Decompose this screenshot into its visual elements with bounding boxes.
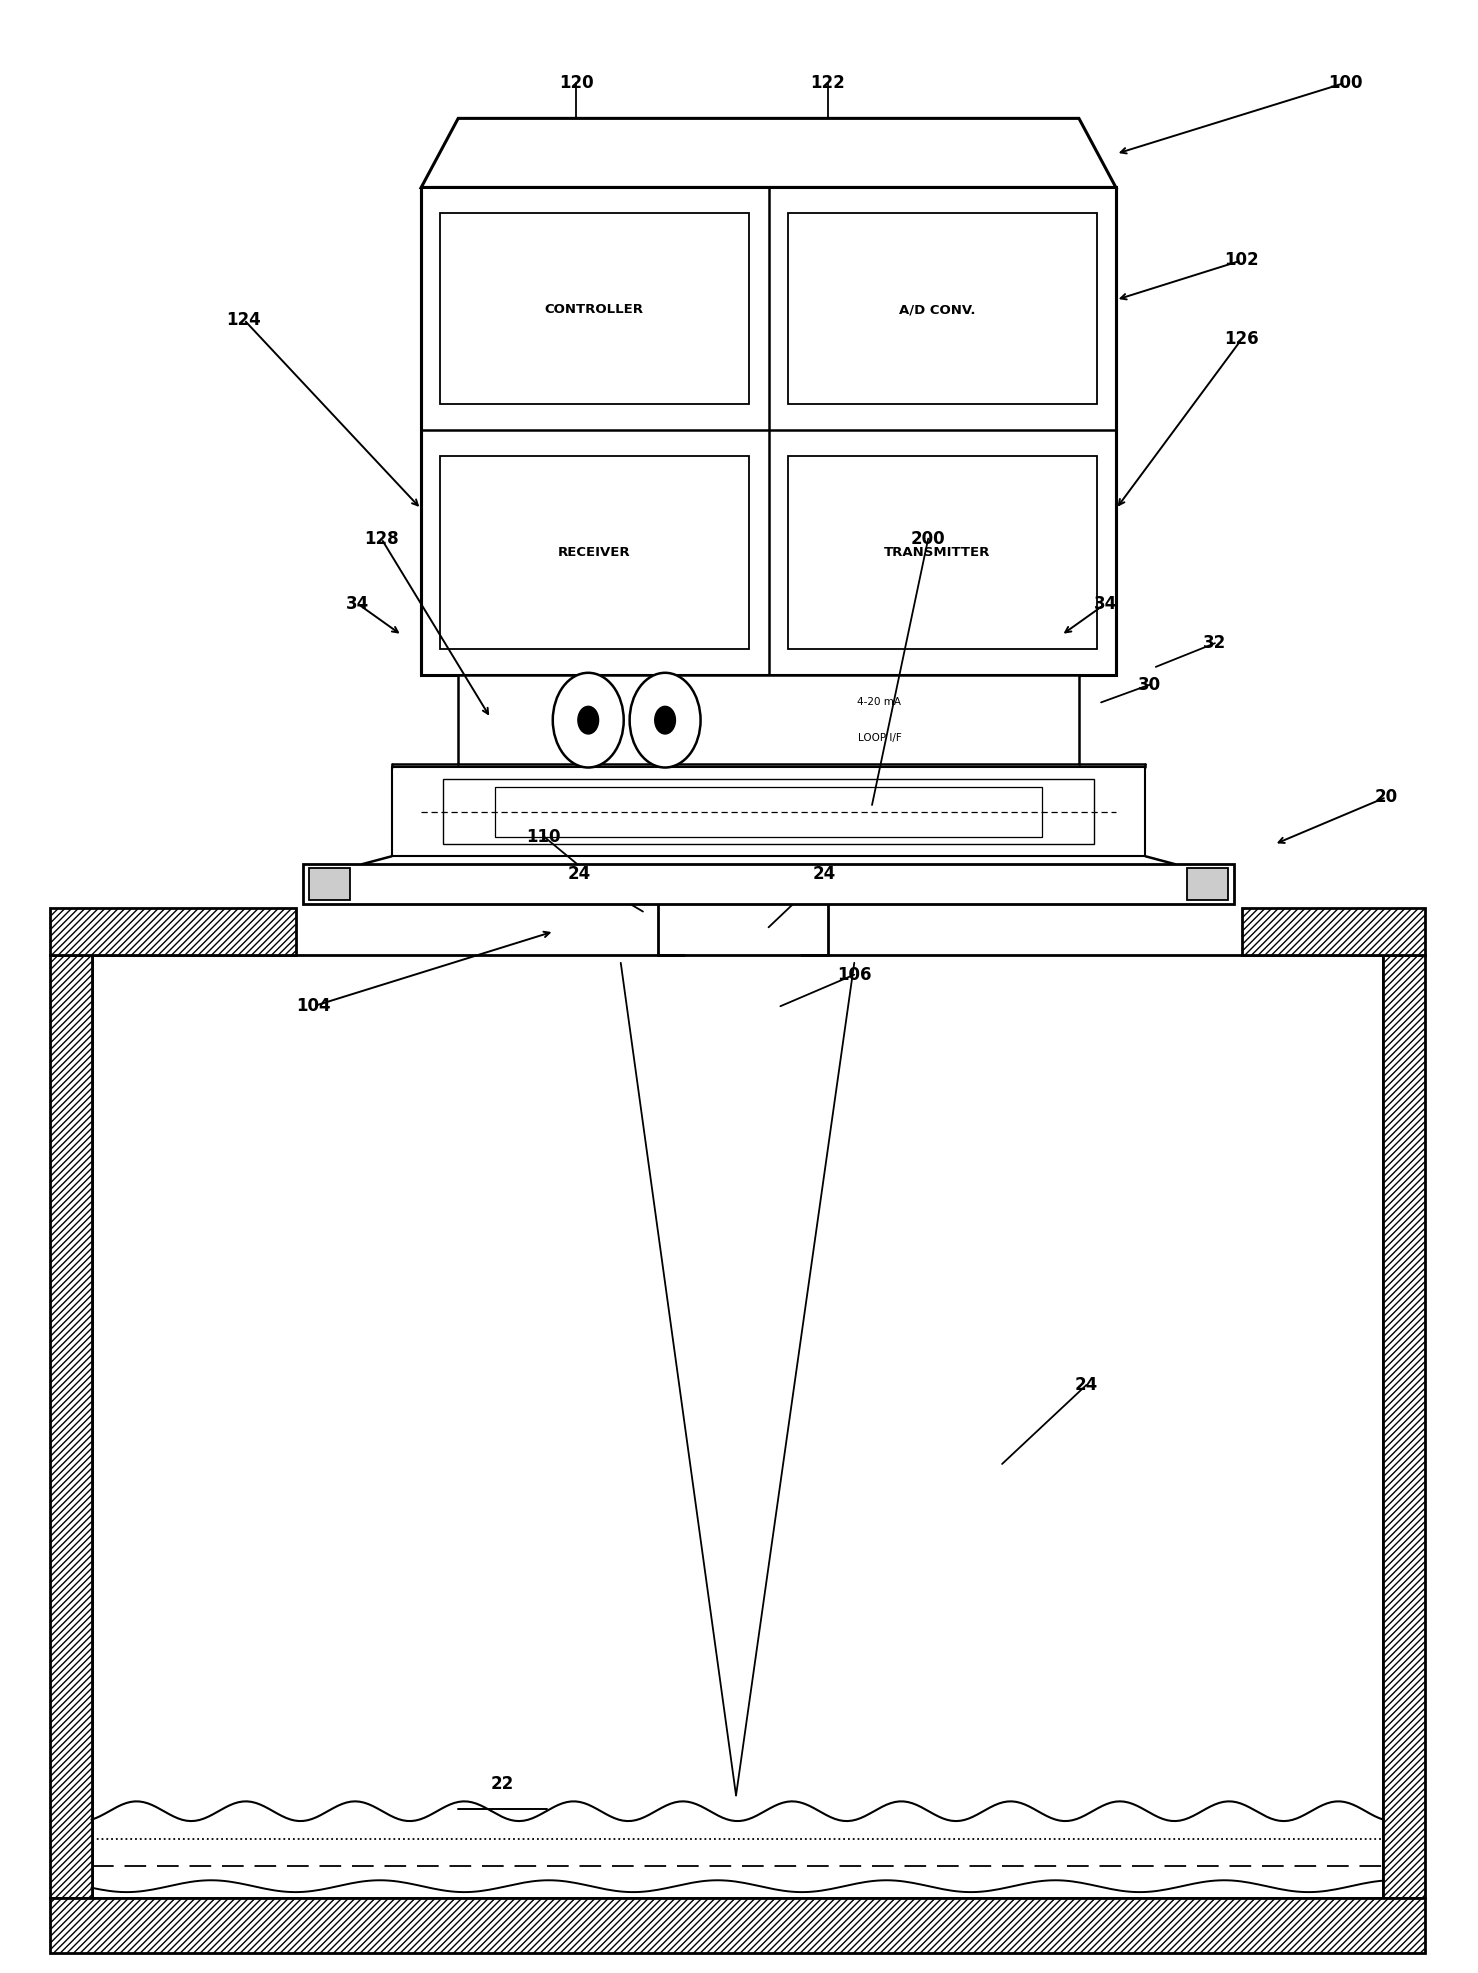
Bar [495,787,1042,837]
Bar [421,187,1116,675]
Bar [303,864,1234,904]
Bar [392,767,1145,856]
Bar [50,955,92,1898]
Text: 4-20 mA: 4-20 mA [857,696,902,708]
Text: 34: 34 [346,594,370,614]
Bar [309,868,350,900]
Bar [443,779,1094,844]
Bar [788,456,1097,649]
Bar [1383,955,1425,1898]
Bar [50,908,296,955]
Text: 32: 32 [1203,633,1227,653]
Bar [458,675,1079,764]
Text: 22: 22 [491,1774,514,1793]
Text: 104: 104 [296,996,331,1016]
Bar [788,213,1097,404]
Text: 20: 20 [1375,787,1398,807]
Bar [50,1898,1425,1953]
Text: TRANSMITTER: TRANSMITTER [884,547,990,558]
Text: 102: 102 [1224,251,1259,270]
Text: RECEIVER: RECEIVER [557,547,631,558]
Bar [1242,908,1425,955]
Text: 120: 120 [559,73,594,93]
Text: 24: 24 [813,864,837,884]
Text: 128: 128 [364,529,399,548]
Text: A/D CONV.: A/D CONV. [899,304,975,316]
Bar [1187,868,1228,900]
Bar [440,456,749,649]
Text: 126: 126 [1224,329,1259,349]
Text: LOOP I/F: LOOP I/F [857,732,902,744]
Text: 24: 24 [1075,1375,1098,1395]
Circle shape [553,673,624,767]
Text: 24: 24 [568,864,591,884]
Bar [440,213,749,404]
Text: 122: 122 [810,73,845,93]
Circle shape [578,706,599,734]
Text: 124: 124 [226,310,262,329]
Bar [92,955,1383,1898]
Circle shape [655,706,675,734]
Text: 100: 100 [1327,73,1363,93]
Text: CONTROLLER: CONTROLLER [545,304,643,316]
Text: 30: 30 [1138,675,1162,694]
Polygon shape [421,118,1116,187]
Circle shape [630,673,701,767]
Text: 200: 200 [910,529,946,548]
Text: 106: 106 [837,965,872,985]
Text: 34: 34 [1094,594,1117,614]
Text: 110: 110 [526,827,562,846]
